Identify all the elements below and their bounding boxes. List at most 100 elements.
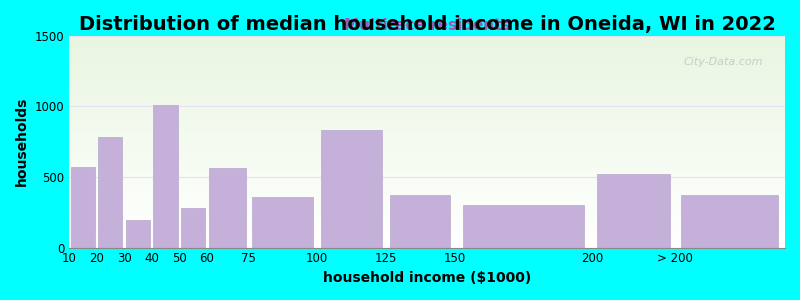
Bar bbox=[69, 241, 785, 242]
Bar bbox=[69, 173, 785, 174]
Bar bbox=[69, 124, 785, 126]
Bar bbox=[70, 167, 95, 248]
Bar bbox=[69, 188, 785, 189]
Bar bbox=[69, 134, 785, 135]
Bar bbox=[69, 237, 785, 238]
Bar bbox=[69, 142, 785, 144]
Bar bbox=[69, 206, 785, 207]
Bar bbox=[69, 209, 785, 211]
Bar bbox=[69, 239, 785, 240]
Bar bbox=[69, 45, 785, 46]
Bar bbox=[69, 82, 785, 83]
Bar bbox=[69, 126, 785, 127]
Bar bbox=[69, 122, 785, 124]
Bar bbox=[69, 80, 785, 81]
Bar bbox=[69, 90, 785, 91]
Bar bbox=[69, 94, 785, 95]
Y-axis label: households: households bbox=[15, 97, 29, 186]
Bar bbox=[69, 161, 785, 162]
Bar bbox=[69, 70, 785, 72]
Bar bbox=[69, 132, 785, 133]
Bar bbox=[69, 184, 785, 185]
Bar bbox=[69, 42, 785, 43]
Bar bbox=[69, 96, 785, 97]
Bar bbox=[69, 49, 785, 50]
Bar bbox=[69, 200, 785, 201]
Bar bbox=[69, 36, 785, 37]
Bar bbox=[69, 78, 785, 79]
Bar bbox=[69, 208, 785, 209]
Bar bbox=[69, 216, 785, 217]
Bar bbox=[69, 245, 785, 247]
Bar bbox=[69, 81, 785, 82]
Bar bbox=[69, 75, 785, 76]
Bar bbox=[69, 178, 785, 179]
Bar bbox=[69, 117, 785, 118]
Bar bbox=[69, 222, 785, 223]
Bar bbox=[69, 201, 785, 202]
Bar bbox=[69, 63, 785, 64]
Bar bbox=[69, 62, 785, 63]
Bar bbox=[69, 113, 785, 114]
Bar bbox=[69, 115, 785, 116]
Bar bbox=[69, 189, 785, 190]
Bar bbox=[69, 55, 785, 56]
Bar bbox=[69, 66, 785, 68]
Bar bbox=[69, 40, 785, 41]
Bar bbox=[69, 57, 785, 58]
Bar bbox=[69, 138, 785, 140]
Bar bbox=[69, 185, 785, 186]
Bar bbox=[69, 215, 785, 216]
Bar bbox=[69, 97, 785, 98]
Bar bbox=[69, 171, 785, 172]
Bar bbox=[69, 217, 785, 218]
Bar bbox=[69, 88, 785, 90]
Bar bbox=[69, 112, 785, 113]
Bar bbox=[390, 195, 450, 248]
Bar bbox=[69, 243, 785, 244]
Bar bbox=[69, 146, 785, 147]
Bar bbox=[69, 202, 785, 203]
Bar bbox=[69, 135, 785, 136]
Bar bbox=[69, 52, 785, 54]
Bar bbox=[69, 64, 785, 65]
Bar bbox=[69, 218, 785, 219]
Bar bbox=[69, 131, 785, 132]
Bar bbox=[69, 73, 785, 74]
Bar bbox=[69, 204, 785, 205]
Bar bbox=[69, 153, 785, 154]
Bar bbox=[69, 149, 785, 150]
Bar bbox=[69, 68, 785, 70]
Title: Distribution of median household income in Oneida, WI in 2022: Distribution of median household income … bbox=[78, 15, 775, 34]
Bar bbox=[69, 127, 785, 128]
Bar bbox=[69, 151, 785, 152]
Bar bbox=[69, 165, 785, 166]
Bar bbox=[69, 129, 785, 130]
Bar bbox=[69, 119, 785, 120]
Bar bbox=[69, 158, 785, 160]
Bar bbox=[69, 213, 785, 214]
Bar bbox=[69, 37, 785, 38]
Bar bbox=[69, 92, 785, 93]
Bar bbox=[69, 83, 785, 84]
Bar bbox=[69, 160, 785, 161]
Bar bbox=[126, 220, 150, 248]
Bar bbox=[69, 196, 785, 197]
Bar bbox=[98, 137, 122, 248]
Bar bbox=[69, 214, 785, 215]
Bar bbox=[181, 208, 205, 247]
Bar bbox=[69, 128, 785, 129]
Bar bbox=[69, 238, 785, 239]
Bar bbox=[69, 219, 785, 220]
Bar bbox=[69, 140, 785, 142]
Bar bbox=[69, 79, 785, 80]
Bar bbox=[69, 172, 785, 173]
Bar bbox=[69, 150, 785, 151]
Bar bbox=[463, 205, 584, 248]
Bar bbox=[69, 148, 785, 149]
Bar bbox=[69, 133, 785, 134]
Bar bbox=[69, 46, 785, 47]
Bar bbox=[69, 212, 785, 213]
Bar bbox=[154, 105, 178, 247]
Bar bbox=[69, 169, 785, 170]
